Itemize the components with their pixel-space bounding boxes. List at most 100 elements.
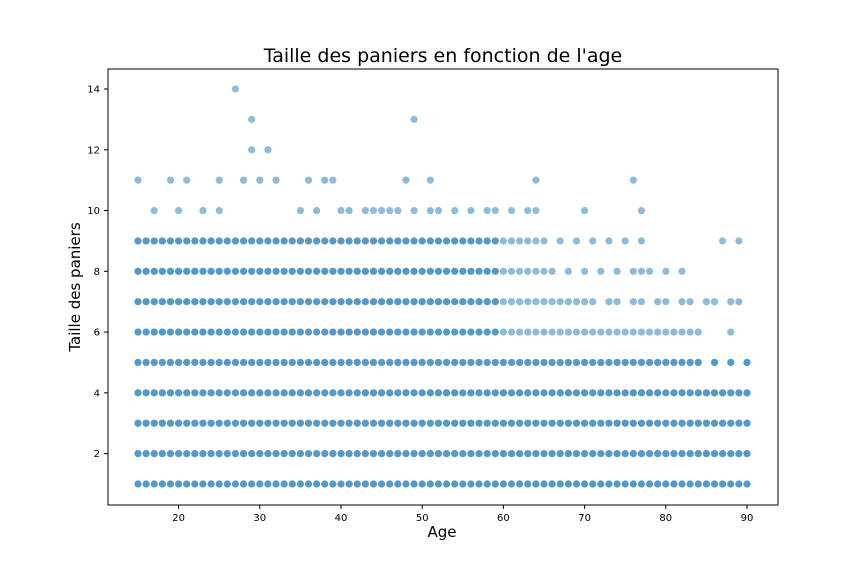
data-point: [223, 358, 231, 367]
data-point: [304, 328, 313, 336]
data-point: [304, 237, 313, 245]
data-point: [394, 419, 402, 427]
data-point: [524, 419, 532, 427]
data-point: [686, 450, 694, 458]
data-point: [524, 298, 532, 306]
data-point: [581, 298, 589, 306]
data-point: [597, 389, 605, 397]
data-point: [256, 358, 264, 367]
data-point: [394, 450, 402, 458]
data-point: [386, 389, 394, 397]
data-point: [564, 480, 572, 488]
data-point: [386, 267, 394, 275]
data-point: [304, 298, 313, 306]
data-point: [483, 480, 491, 488]
data-point: [499, 480, 507, 488]
data-point: [483, 298, 491, 306]
data-point: [467, 419, 475, 427]
data-point: [361, 419, 369, 427]
data-point: [353, 237, 361, 245]
data-point: [629, 176, 637, 184]
data-point: [394, 237, 402, 245]
data-point: [313, 237, 321, 245]
data-point: [475, 358, 483, 367]
data-point: [491, 389, 499, 397]
data-point: [475, 450, 483, 458]
data-point: [239, 237, 248, 245]
data-point: [321, 298, 329, 306]
data-point: [451, 298, 459, 306]
data-point: [645, 389, 654, 397]
data-point: [321, 358, 329, 367]
data-point: [369, 237, 378, 245]
data-point: [516, 450, 524, 458]
data-point: [378, 267, 386, 275]
data-point: [337, 206, 345, 215]
data-point: [532, 206, 540, 215]
data-point: [426, 206, 434, 215]
data-point: [524, 237, 532, 245]
data-point: [564, 328, 572, 336]
data-point: [727, 480, 735, 488]
data-point: [296, 450, 304, 458]
data-point: [581, 358, 589, 367]
data-point: [418, 389, 426, 397]
data-point: [158, 419, 166, 427]
data-point: [280, 237, 288, 245]
data-point: [597, 358, 605, 367]
data-point: [735, 298, 743, 306]
data-point: [556, 237, 564, 245]
data-point: [280, 358, 288, 367]
data-point: [386, 358, 394, 367]
data-point: [589, 450, 597, 458]
data-point: [637, 328, 646, 336]
data-point: [654, 480, 662, 488]
data-point: [288, 237, 296, 245]
data-point: [248, 358, 256, 367]
data-point: [321, 267, 329, 275]
data-point: [199, 206, 207, 215]
data-point: [605, 389, 613, 397]
data-point: [183, 450, 191, 458]
data-point: [158, 480, 166, 488]
data-point: [686, 480, 694, 488]
data-point: [451, 267, 459, 275]
data-point: [516, 237, 524, 245]
data-point: [507, 480, 516, 488]
data-point: [296, 419, 304, 427]
data-point: [223, 419, 231, 427]
data-point: [491, 419, 499, 427]
data-point: [589, 389, 597, 397]
data-point: [223, 450, 231, 458]
data-point: [361, 328, 369, 336]
plot-frame: [107, 68, 779, 506]
data-point: [158, 298, 166, 306]
data-point: [175, 298, 183, 306]
data-point: [288, 267, 296, 275]
data-point: [727, 358, 735, 367]
data-point: [516, 389, 524, 397]
data-point: [166, 419, 175, 427]
data-point: [483, 419, 491, 427]
data-point: [361, 206, 369, 215]
data-point: [134, 237, 142, 245]
data-point: [361, 298, 369, 306]
data-point: [410, 480, 418, 488]
data-point: [442, 450, 451, 458]
data-point: [589, 328, 597, 336]
data-point: [702, 389, 711, 397]
data-point: [654, 450, 662, 458]
data-point: [613, 480, 621, 488]
data-point: [483, 358, 491, 367]
data-point: [394, 298, 402, 306]
data-point: [516, 298, 524, 306]
data-point: [719, 419, 727, 427]
data-point: [434, 450, 443, 458]
data-point: [605, 358, 613, 367]
data-point: [337, 358, 345, 367]
data-point: [402, 358, 410, 367]
data-point: [516, 419, 524, 427]
data-point: [451, 358, 459, 367]
data-point: [345, 419, 353, 427]
data-point: [394, 206, 402, 215]
